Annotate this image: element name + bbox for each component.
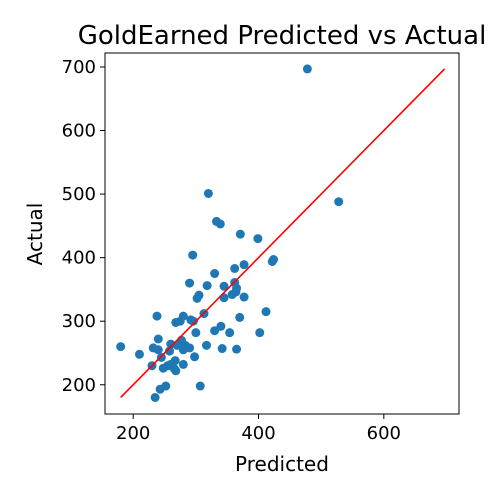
data-point: [153, 334, 163, 344]
data-point: [178, 345, 188, 355]
chart-title: GoldEarned Predicted vs Actual: [78, 21, 487, 51]
data-point: [188, 316, 198, 326]
data-point: [190, 352, 200, 362]
data-point: [230, 263, 240, 273]
data-point: [156, 352, 166, 362]
data-point: [165, 346, 175, 356]
data-point: [261, 307, 271, 317]
x-tick-label: 400: [241, 423, 275, 444]
y-axis: 200 300 400 500 600 700: [62, 57, 105, 396]
plot-frame: [104, 52, 460, 415]
x-tick-label: 600: [367, 423, 401, 444]
data-point: [155, 384, 165, 394]
data-point: [232, 344, 242, 354]
data-point: [152, 311, 162, 321]
data-point: [253, 234, 263, 244]
data-point: [239, 260, 249, 270]
data-point: [171, 366, 181, 376]
data-point: [150, 392, 160, 402]
x-tick-label: 200: [116, 423, 150, 444]
data-point: [219, 281, 229, 291]
data-point: [217, 344, 227, 354]
data-point: [185, 278, 195, 288]
data-point: [269, 255, 279, 265]
x-axis-label: Predicted: [235, 452, 329, 476]
data-point: [334, 197, 344, 207]
data-point: [191, 328, 201, 338]
data-point: [194, 290, 204, 300]
data-point: [227, 290, 237, 300]
y-tick-label: 500: [62, 184, 96, 205]
data-point: [134, 349, 144, 359]
data-point: [188, 250, 198, 260]
y-tick-label: 400: [62, 248, 96, 269]
data-point: [255, 328, 265, 338]
data-point: [225, 328, 235, 338]
data-point: [216, 321, 226, 331]
data-points: [116, 64, 344, 402]
y-tick-label: 200: [62, 375, 96, 396]
data-point: [235, 229, 245, 239]
data-point: [153, 345, 163, 355]
reference-line: [120, 68, 446, 399]
data-point: [239, 292, 249, 302]
data-point: [235, 312, 245, 322]
data-point: [202, 281, 212, 291]
y-tick-label: 300: [62, 311, 96, 332]
data-point: [215, 219, 225, 229]
y-axis-label: Actual: [23, 203, 47, 266]
y-tick-label: 600: [62, 121, 96, 142]
y-tick-label: 700: [62, 57, 96, 78]
data-point: [210, 326, 220, 336]
data-point: [195, 381, 205, 391]
data-point: [210, 269, 220, 279]
data-point: [175, 316, 185, 326]
data-point: [202, 340, 212, 350]
data-point: [302, 64, 312, 74]
data-point: [158, 363, 168, 373]
data-point: [116, 342, 126, 352]
data-point: [203, 188, 213, 198]
data-point: [178, 359, 188, 369]
x-axis: 200 400 600: [116, 414, 401, 444]
data-point: [219, 293, 229, 303]
